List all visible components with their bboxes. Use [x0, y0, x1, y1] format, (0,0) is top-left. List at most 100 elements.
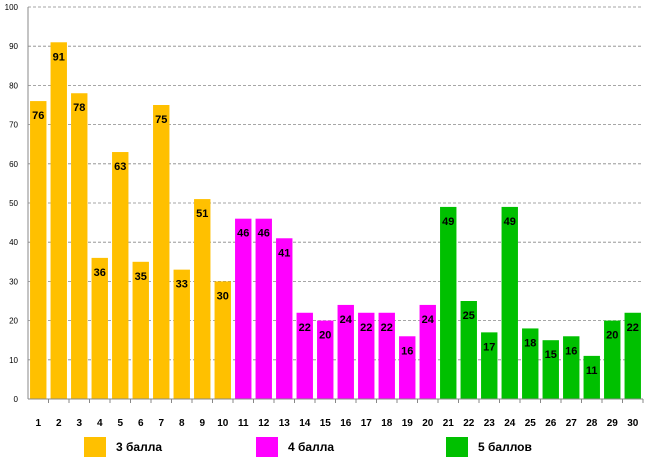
- bar: [624, 312, 641, 399]
- data-label: 76: [32, 110, 44, 122]
- bar: [419, 304, 436, 399]
- x-tick-label: 18: [381, 418, 393, 429]
- bar: [296, 312, 313, 399]
- bar: [112, 152, 129, 399]
- data-label: 46: [258, 228, 270, 240]
- x-tick-label: 20: [422, 418, 434, 429]
- y-tick-label: 50: [9, 199, 18, 208]
- data-label: 78: [73, 102, 85, 114]
- bar: [501, 206, 518, 399]
- legend-swatch-5-points: [446, 437, 468, 457]
- legend-item-3-points: 3 балла: [84, 436, 162, 458]
- bar: [378, 312, 395, 399]
- legend-label-4-points: 4 балла: [288, 440, 335, 454]
- bar: [337, 304, 354, 399]
- x-tick-label: 3: [76, 418, 82, 429]
- data-label: 49: [504, 216, 516, 228]
- x-tick-label: 21: [443, 418, 455, 429]
- x-tick-label: 14: [299, 418, 311, 429]
- data-label: 24: [340, 314, 353, 326]
- data-label: 91: [53, 51, 65, 63]
- data-label: 24: [422, 314, 435, 326]
- data-label: 46: [237, 228, 249, 240]
- bar: [358, 312, 375, 399]
- data-label: 51: [196, 208, 208, 220]
- x-tick-label: 4: [97, 418, 103, 429]
- y-tick-label: 90: [9, 42, 18, 51]
- y-tick-label: 80: [9, 81, 18, 90]
- legend-label-5-points: 5 баллов: [478, 440, 532, 454]
- data-label: 33: [176, 279, 188, 291]
- data-label: 35: [135, 271, 147, 283]
- bar: [194, 199, 211, 399]
- x-tick-label: 7: [158, 418, 164, 429]
- x-tick-label: 22: [463, 418, 475, 429]
- bar: [30, 101, 47, 399]
- x-tick-label: 24: [504, 418, 516, 429]
- x-tick-label: 17: [361, 418, 373, 429]
- data-label: 18: [524, 337, 536, 349]
- y-tick-label: 40: [9, 238, 18, 247]
- data-label: 20: [606, 330, 618, 342]
- x-tick-label: 28: [586, 418, 598, 429]
- x-tick-label: 1: [35, 418, 41, 429]
- data-label: 17: [483, 341, 495, 353]
- bar: [91, 257, 108, 399]
- bar: [399, 336, 416, 399]
- y-tick-label: 30: [9, 277, 18, 286]
- x-tick-label: 26: [545, 418, 557, 429]
- bar-series: 76 91 78 36 63 35 75 33 51 30 46 46 41 22 20 24 22 22 16 24…: [30, 42, 641, 400]
- legend-swatch-4-points: [256, 437, 278, 457]
- data-label: 49: [442, 216, 454, 228]
- data-label: 20: [319, 330, 331, 342]
- x-tick-label: 8: [179, 418, 185, 429]
- data-label: 63: [114, 161, 126, 173]
- gridlines: [28, 6, 643, 361]
- data-label: 11: [586, 365, 598, 377]
- data-label: 30: [217, 290, 229, 302]
- x-tick-label: 2: [56, 418, 62, 429]
- x-tick-label: 23: [484, 418, 496, 429]
- x-tick-label: 11: [238, 418, 249, 429]
- bar: [583, 355, 600, 399]
- x-tick-label: 12: [258, 418, 270, 429]
- data-label: 22: [381, 322, 393, 334]
- bar: [153, 105, 170, 399]
- data-label: 16: [565, 345, 577, 357]
- data-label: 15: [545, 349, 557, 361]
- x-tick-label: 16: [340, 418, 352, 429]
- y-tick-label: 10: [9, 356, 18, 365]
- data-label: 25: [463, 310, 475, 322]
- x-tick-label: 30: [627, 418, 639, 429]
- bar: [132, 261, 149, 399]
- bar: [276, 238, 293, 399]
- y-tick-label: 0: [14, 395, 19, 404]
- data-label: 16: [401, 345, 413, 357]
- x-tick-label: 10: [217, 418, 229, 429]
- bar: [604, 320, 621, 399]
- data-label: 75: [155, 114, 167, 126]
- bar: [440, 206, 457, 399]
- x-tick-label: 9: [199, 418, 205, 429]
- x-tick-label: 5: [117, 418, 123, 429]
- y-tick-label: 20: [9, 317, 18, 326]
- data-label: 41: [278, 247, 290, 259]
- x-tick-label: 6: [138, 418, 144, 429]
- bar: [235, 218, 252, 399]
- x-tick-label: 13: [279, 418, 291, 429]
- x-tick-label: 15: [320, 418, 332, 429]
- x-tick-label: 29: [607, 418, 619, 429]
- bar: [542, 340, 559, 399]
- bar: [173, 269, 190, 399]
- x-tick-label: 25: [525, 418, 537, 429]
- y-tick-label: 60: [9, 160, 18, 169]
- bar: [71, 93, 88, 400]
- bar: [214, 281, 231, 399]
- data-label: 22: [627, 322, 639, 334]
- data-label: 22: [299, 322, 311, 334]
- x-tick-label: 27: [566, 418, 578, 429]
- legend-item-5-points: 5 баллов: [446, 436, 532, 458]
- bar: [460, 301, 477, 399]
- bar: [317, 320, 334, 399]
